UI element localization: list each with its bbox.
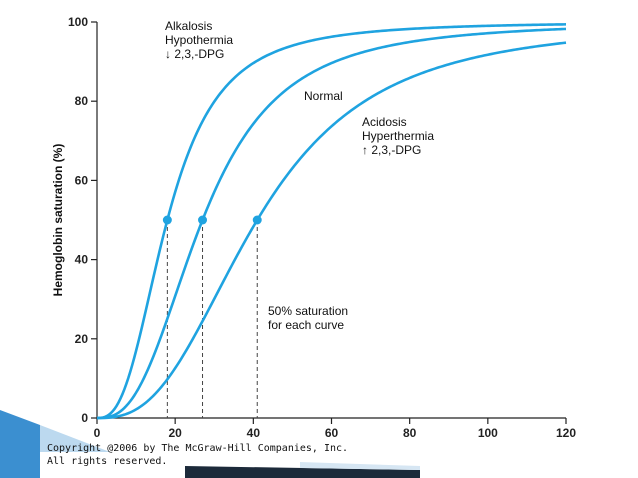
series-label-line: Hyperthermia [362, 129, 434, 143]
series-label-1: Alkalosis Hypothermia ↓ 2,3,-DPG [165, 19, 233, 61]
decor-light-bar [300, 462, 420, 470]
p50-annotation-line: for each curve [268, 318, 344, 332]
decor-light-wedge [40, 425, 110, 452]
copyright-notice: Copyright @2006 by The McGraw-Hill Compa… [47, 442, 348, 468]
x-tick-label: 60 [325, 426, 339, 440]
series-line-3 [97, 41, 567, 420]
p50-annotation: 50% saturation for each curve [268, 304, 348, 332]
x-tick-label: 20 [168, 426, 182, 440]
copyright-line-1: Copyright @2006 by The McGraw-Hill Compa… [47, 443, 349, 454]
y-tick-label: 0 [81, 411, 88, 425]
y-tick-label: 60 [75, 173, 89, 187]
plot-area [96, 23, 567, 420]
series-line-2 [96, 27, 567, 420]
series-label-line: Normal [304, 89, 343, 103]
p50-marker-3 [252, 215, 262, 225]
p50-annotation-line: 50% saturation [268, 304, 348, 318]
x-tick-label: 40 [247, 426, 261, 440]
slide-decoration [0, 410, 420, 478]
series-label-line: Alkalosis [165, 19, 212, 33]
series-line-1 [96, 23, 567, 420]
y-tick-label: 40 [75, 253, 89, 267]
y-tick-label: 80 [75, 94, 89, 108]
series-label-line: Hypothermia [165, 33, 233, 47]
copyright-line-2: All rights reserved. [47, 456, 168, 467]
x-tick-label: 80 [403, 426, 417, 440]
y-tick-label: 20 [75, 332, 89, 346]
series-label-line: Acidosis [362, 115, 407, 129]
series-label-2: Normal [304, 89, 343, 103]
decor-blue-wedge [0, 410, 40, 478]
y-tick-label: 100 [68, 15, 88, 29]
y-axis-label: Hemoglobin saturation (%) [51, 144, 65, 297]
series-label-line: ↓ 2,3,-DPG [165, 47, 224, 61]
x-tick-label: 0 [94, 426, 101, 440]
x-tick-label: 120 [556, 426, 576, 440]
p50-marker-2 [198, 215, 208, 225]
annotations: Alkalosis Hypothermia ↓ 2,3,-DPG Normal Acid… [165, 19, 434, 332]
series-label-line: ↑ 2,3,-DPG [362, 143, 421, 157]
series-label-3: Acidosis Hyperthermia ↑ 2,3,-DPG [362, 115, 434, 157]
p50-marker-1 [162, 215, 172, 225]
x-tick-label: 100 [478, 426, 498, 440]
axes: 0 20 40 60 80 100 120 0 20 40 60 80 100 Hemoglobin sa… [51, 15, 576, 440]
